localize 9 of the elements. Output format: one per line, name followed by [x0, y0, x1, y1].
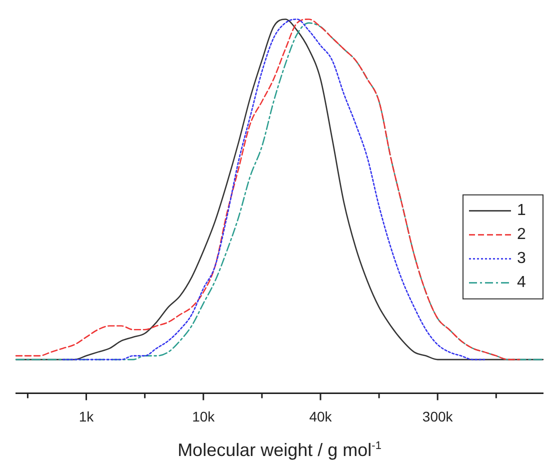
x-axis-title: Molecular weight / g mol$^{-1}$	[176, 440, 382, 461]
x-tick-label: 1k	[78, 408, 95, 424]
legend-label: 4	[517, 274, 526, 292]
legend-label: 3	[517, 250, 526, 268]
x-tick-label: 40k	[309, 408, 333, 424]
x-tick-label: 300k	[422, 408, 454, 424]
x-tick-label: 10k	[192, 408, 216, 424]
legend-label: 1	[517, 202, 526, 220]
legend-label: 2	[517, 226, 526, 244]
